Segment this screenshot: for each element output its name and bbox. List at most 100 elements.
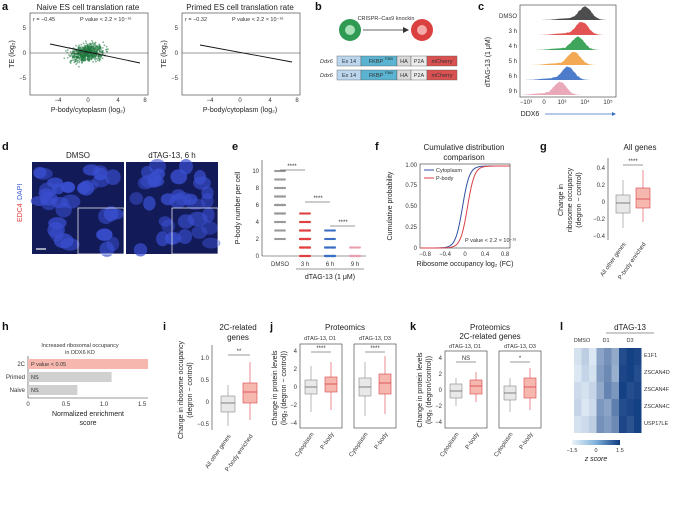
panel-c-xtick-5: 10⁵ (603, 99, 613, 106)
heatmap-cell (604, 399, 612, 416)
nucleus-blob (143, 196, 156, 211)
enrichment-bar (28, 385, 78, 395)
heatmap-cell (581, 399, 589, 416)
construct-2-mcherry-label: mCherry (431, 73, 452, 79)
scatter-point (77, 53, 79, 56)
panel-a-left-xtick-3: 4 (116, 98, 120, 104)
dot (308, 237, 311, 241)
scatter-point (93, 57, 95, 60)
knockin-arrowhead-icon (403, 27, 409, 33)
panel-d-left-title: DMSO (66, 151, 90, 160)
panel-f-frame (419, 163, 511, 249)
ridge-histogram (522, 66, 614, 80)
panel-c-row-3: 4 h (509, 44, 517, 50)
scatter-point (77, 46, 80, 49)
panel-i-box1 (220, 395, 236, 413)
panel-a-right-r: r = −0.32 (185, 17, 207, 23)
scatter-point (88, 56, 91, 59)
scatter-point (75, 56, 78, 59)
panel-l-col-3: D3 (626, 338, 633, 344)
nucleus-blob (156, 231, 170, 247)
panel-a-left-xtick-4: 8 (143, 98, 147, 104)
dot (283, 178, 286, 181)
panel-a-right-ytick-1: 5 (175, 26, 179, 32)
panel-f-xtick-2: −0.4 (439, 252, 452, 258)
heatmap-cell (604, 348, 612, 365)
panel-b-title: CRISPR–Cas9 knockin (358, 16, 415, 22)
scatter-point (97, 46, 99, 48)
panel-f-title-2: comparison (443, 153, 484, 162)
nucleus-blob (129, 192, 144, 205)
heatmap-cell (581, 382, 589, 399)
heatmap-cell (604, 365, 612, 382)
panel-a-right-frame (181, 12, 301, 96)
heatmap-cell (626, 348, 634, 365)
panel-i-ytick-4: −0.5 (197, 422, 210, 428)
heatmap-cell (619, 416, 627, 433)
scatter-point (76, 62, 79, 64)
construct-1-exon-label: Ex 14 (342, 59, 356, 65)
scatter-point (93, 54, 96, 56)
scatter-point (87, 53, 90, 56)
dot (283, 212, 286, 215)
panel-k-sub-1: dTAG-13, D1 (449, 344, 481, 350)
construct-1-p2a-label: P2A (414, 59, 425, 65)
panel-k-title-1: Proteomics (470, 323, 510, 332)
nucleus-blob (158, 216, 172, 227)
panel-a-left-plot: Naive ES cell translation rate r = −0.45… (9, 3, 149, 114)
panel-k-d1-sig: NS (462, 356, 470, 362)
panel-k-frame-2 (498, 350, 542, 429)
construct-2-gene: Ddx6 (320, 73, 334, 79)
panel-a-left-points (63, 40, 109, 68)
panel-l-gene-2: ZSCAN4D (644, 370, 670, 376)
panel-k-d3-box2 (523, 377, 537, 399)
scatter-point (101, 57, 104, 60)
nucleus-blob (193, 176, 211, 190)
panel-g-box1 (615, 194, 631, 214)
panel-j-frame-2 (353, 343, 397, 429)
scatter-point (82, 55, 85, 58)
panel-d-microscopy: DMSO dTAG-13, 6 h EDC4 DAPI (17, 151, 221, 257)
scatter-point (94, 48, 97, 51)
scatter-point (73, 55, 76, 58)
panel-h-xtick-4: 1.5 (138, 402, 147, 408)
heatmap-cell (634, 365, 642, 382)
panel-h-cat-2: Primed (6, 375, 25, 381)
panel-c-arrowhead-icon (612, 112, 616, 116)
panel-k-cat-2: P-body (465, 432, 481, 451)
scatter-point (103, 44, 106, 47)
heatmap-cell (589, 365, 597, 382)
scatter-point (66, 49, 69, 51)
panel-d-edc4-label: EDC4 (17, 203, 24, 222)
scatter-point (105, 48, 107, 51)
heatmap-cell (581, 348, 589, 365)
panel-j-frame-1 (299, 343, 343, 429)
panel-f-ylabel: Cumulative probability (387, 171, 394, 240)
dot (333, 229, 336, 232)
scatter-point (72, 59, 75, 62)
scatter-point (73, 61, 76, 64)
scatter-point (102, 47, 104, 49)
panel-k-ylabel-1: Change in protein levels (417, 352, 424, 428)
panel-j-ytick-4: −2 (290, 403, 298, 409)
ridge-histogram (522, 81, 614, 95)
nucleus-blob (105, 169, 121, 185)
heatmap-cell (574, 348, 582, 365)
panel-e-cat-3: 6 h (326, 262, 334, 268)
panel-h-xtick-1: 0 (26, 402, 30, 408)
panel-c-xtick-2: 0 (542, 100, 546, 106)
scatter-point (98, 59, 101, 62)
heatmap-cell (596, 416, 604, 433)
panel-c-histograms: DMSO 3 h 4 h 5 h 6 h 9 h dTAG-13 (1 μM) … (485, 4, 617, 118)
scatter-point (102, 41, 105, 44)
panel-j-d3-box2 (378, 373, 392, 395)
panel-h-cat-1: 2C (17, 362, 25, 368)
panel-l-colorbar (572, 440, 620, 445)
scatter-point (91, 40, 93, 42)
panel-k-ytick-2: 2 (439, 372, 443, 378)
panel-g-ytick-5: −0.4 (593, 234, 606, 240)
scatter-point (98, 44, 101, 46)
panel-k-ylabel-2: (log₂ (degron/control)) (426, 356, 433, 424)
panel-k-title-2: 2C-related genes (459, 332, 520, 341)
heatmap-cell (589, 399, 597, 416)
